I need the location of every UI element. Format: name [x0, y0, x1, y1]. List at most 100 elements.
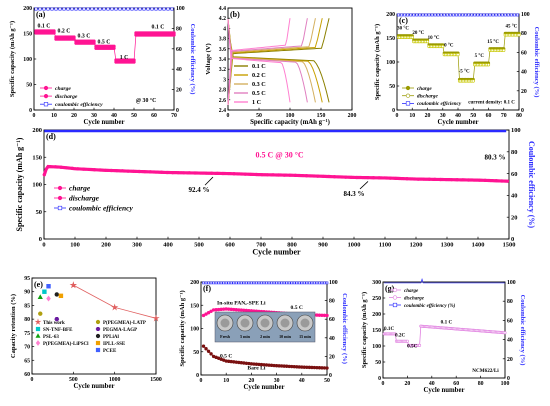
legend-marker — [405, 101, 411, 106]
capacity-point — [115, 169, 119, 173]
legend-marker — [57, 185, 63, 191]
capacity-point — [159, 170, 164, 174]
x-tick-label: 40 — [299, 378, 305, 384]
panel-d: 0 100 200 300 400 500 600 700 800 900 1000 1100 1200… — [15, 127, 536, 256]
bare-li-point — [204, 347, 208, 351]
y-tick-label: 3.6 — [219, 47, 226, 53]
ce-point — [400, 13, 403, 17]
x-axis-label: Specific capacity (mAh g⁻¹) — [250, 119, 330, 126]
ce-point — [285, 281, 288, 285]
inset-label: 10 min — [279, 334, 291, 339]
charge-curve — [227, 18, 308, 105]
discharge-point — [502, 48, 506, 52]
annotation: -5 °C — [459, 70, 470, 75]
y-tick-label: 150 — [23, 32, 32, 38]
capacity-point — [131, 169, 136, 173]
legend-marker — [57, 195, 63, 201]
x-tick-label: 30 — [440, 113, 446, 119]
y2-tick-label: 40 — [176, 67, 182, 73]
capacity-point — [210, 171, 214, 175]
x-tick-label: 100 — [286, 113, 295, 119]
ce-point — [275, 281, 278, 285]
ce-point — [497, 13, 501, 17]
y-tick-label: 50 — [26, 83, 32, 89]
annotation: 0.1 C — [38, 23, 51, 29]
capacity-point — [422, 177, 426, 181]
ce-point — [245, 281, 248, 285]
ce-point — [130, 7, 134, 11]
y2-tick-label: 60 — [521, 50, 527, 56]
plot-frame — [31, 277, 157, 375]
legend-marker — [95, 333, 101, 339]
y-axis-label: Specific capacity (mAh g⁻¹) — [15, 137, 24, 231]
ce-point — [445, 13, 449, 17]
ce-point — [473, 13, 477, 17]
y-tick-label: 2.4 — [219, 108, 226, 114]
capacity-point — [148, 170, 152, 174]
capacity-point — [377, 176, 381, 180]
capacity-point — [489, 178, 493, 183]
legend-label: charge — [69, 184, 91, 193]
annotation: 0.5C — [407, 344, 417, 350]
capacity-point — [405, 339, 409, 343]
ce-point — [397, 13, 400, 17]
discharge-curve — [227, 19, 316, 103]
capacity-point — [232, 172, 236, 176]
ce-point — [485, 13, 489, 17]
capacity-point — [198, 171, 203, 175]
capacity-point — [410, 177, 415, 181]
y2-tick-label: 40 — [521, 70, 527, 76]
legend-label: discharge — [404, 296, 425, 301]
ce-point — [287, 281, 291, 285]
legend-marker — [35, 340, 41, 346]
capacity-point — [316, 174, 320, 178]
ce-point — [209, 281, 213, 285]
retention-arrow — [359, 181, 369, 190]
ce-point — [204, 281, 208, 285]
ce-point — [300, 281, 304, 285]
x-tick-label: 40 — [455, 113, 461, 119]
y-tick-label: 150 — [372, 328, 381, 334]
ce-point — [217, 281, 220, 285]
capacity-point — [154, 170, 158, 174]
y-tick-label: 100 — [386, 60, 395, 66]
ce-point — [418, 13, 422, 17]
legend-label: IPLL-SSE — [103, 342, 126, 347]
capacity-point — [109, 168, 113, 173]
ce-point — [280, 281, 283, 285]
x-tick-label: 10 — [223, 378, 229, 384]
condition-label: 0.5 C @ 30 °C — [255, 150, 303, 159]
x-tick-label: 1000 — [348, 241, 361, 248]
x-tick-label: 500 — [69, 377, 78, 383]
legend-label: P(PEGMEA)-LATP — [103, 321, 146, 326]
panel-label: (c) — [399, 16, 408, 25]
panel-b: 0 50 100 150 200 2.4 2.6 2.8 3 3.2 3.4 3.6 3.8 4 4.2 4.… — [205, 6, 356, 126]
x-tick-label: 400 — [163, 241, 173, 248]
x-tick-label: 10 — [51, 113, 57, 119]
ce-point — [106, 7, 110, 11]
y-tick-label: 3.4 — [219, 57, 226, 63]
y-tick-label: 300 — [372, 280, 381, 286]
x-tick-label: 100 — [70, 241, 80, 248]
x-tick-label: 0 — [42, 241, 45, 248]
legend-label: 1 C — [252, 99, 261, 106]
capacity-point — [42, 173, 46, 177]
y2-tick-label: 20 — [521, 89, 527, 95]
capacity-point — [371, 176, 376, 180]
ce-point — [467, 13, 471, 17]
annotation: 45 °C — [505, 24, 517, 29]
ce-point — [290, 281, 294, 285]
y-tick-label: 200 — [190, 280, 199, 286]
charge-curve — [227, 18, 330, 105]
y2-tick-label: 40 — [511, 193, 517, 200]
bare-li-point — [206, 349, 211, 353]
capacity-point — [48, 165, 52, 169]
panel-label: (b) — [230, 10, 240, 19]
y2-tick-label: 60 — [511, 171, 517, 178]
discharge-point — [132, 60, 136, 64]
reference-point — [54, 292, 59, 297]
retention-label: 92.4 % — [189, 186, 210, 194]
x-tick-label: 20 — [71, 113, 77, 119]
x-axis-label: Cycle number — [244, 384, 285, 391]
x-tick-label: 600 — [225, 241, 235, 248]
